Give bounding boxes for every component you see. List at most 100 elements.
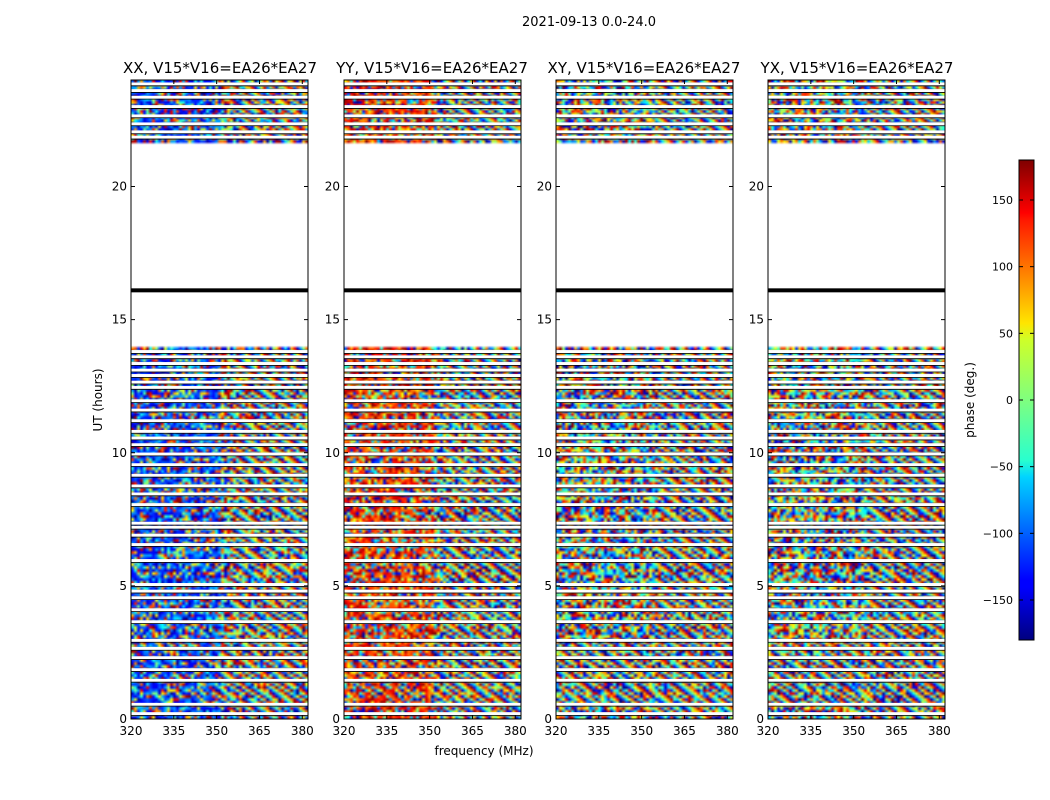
gap-line — [344, 620, 521, 624]
gap-line — [131, 436, 308, 440]
gap-line — [556, 105, 733, 109]
gap-line — [556, 443, 733, 447]
gap-line — [768, 429, 945, 433]
gap-line — [768, 419, 945, 423]
gap-line — [131, 668, 308, 672]
gap-line — [556, 543, 733, 547]
gap-line — [131, 355, 308, 359]
gap-line — [344, 130, 521, 134]
gap-line — [556, 712, 733, 716]
gap-line — [344, 702, 521, 706]
gap-line — [556, 620, 733, 624]
gap-line — [768, 484, 945, 488]
gap-line — [344, 656, 521, 660]
gap-line — [344, 638, 521, 642]
gap-line — [131, 678, 308, 682]
gap-line — [556, 596, 733, 600]
gap-line — [344, 362, 521, 366]
figure-suptitle: 2021-09-13 0.0-24.0 — [522, 15, 656, 30]
gap-line — [768, 463, 945, 467]
gap-line — [344, 678, 521, 682]
gap-line — [131, 114, 308, 118]
gap-line — [768, 443, 945, 447]
gap-line — [556, 533, 733, 537]
gap-line — [131, 463, 308, 467]
gap-line — [131, 82, 308, 86]
gap-line — [344, 95, 521, 99]
x-tick-label: 350 — [205, 724, 228, 738]
colorbar-tick-label: −100 — [983, 527, 1013, 540]
gap-line — [556, 646, 733, 650]
gap-line — [344, 350, 521, 354]
gap-line — [556, 429, 733, 433]
panel-xx: XX, V15*V16=EA26*EA27 320 335 350 365 380 0 5 1… — [112, 59, 317, 738]
gap-line — [131, 521, 308, 525]
gap-line — [131, 105, 308, 109]
y-tick-label: 10 — [749, 446, 764, 460]
gap-line — [556, 559, 733, 563]
gap-line — [344, 355, 521, 359]
gap-line — [131, 380, 308, 384]
gap-line — [556, 386, 733, 390]
gap-line — [768, 678, 945, 682]
gap-line — [556, 484, 733, 488]
gap-line — [556, 122, 733, 126]
gap-line — [556, 608, 733, 612]
gap-line — [344, 122, 521, 126]
axes-frame-xx — [130, 79, 309, 720]
gap-line — [131, 492, 308, 496]
gap-line — [556, 350, 733, 354]
gap-line — [344, 386, 521, 390]
gap-line — [344, 521, 521, 525]
gap-line — [344, 82, 521, 86]
gap-line — [344, 105, 521, 109]
y-tick-label: 15 — [112, 313, 127, 327]
gap-line — [556, 362, 733, 366]
gap-line — [131, 419, 308, 423]
gap-line — [768, 492, 945, 496]
gap-line — [131, 543, 308, 547]
panel-title-xy: XY, V15*V16=EA26*EA27 — [548, 59, 741, 77]
gap-line — [344, 452, 521, 456]
gap-line — [131, 288, 308, 293]
gap-line — [131, 559, 308, 563]
gap-line — [131, 429, 308, 433]
gap-line — [344, 288, 521, 293]
gap-line — [131, 122, 308, 126]
gap-line — [768, 452, 945, 456]
x-tick-label: 380 — [291, 724, 314, 738]
gap-line — [131, 484, 308, 488]
gap-line — [556, 473, 733, 477]
gap-line — [344, 583, 521, 587]
gap-line — [131, 638, 308, 642]
gap-line — [768, 350, 945, 354]
gap-line — [344, 473, 521, 477]
gap-line — [344, 559, 521, 563]
panel-xy: XY, V15*V16=EA26*EA27 320 335 350 365 380 0 5 1… — [537, 59, 741, 738]
gap-line — [131, 130, 308, 134]
y-tick-label: 5 — [756, 579, 764, 593]
gap-line — [768, 122, 945, 126]
y-tick-label: 0 — [544, 712, 552, 726]
y-tick-label: 10 — [537, 446, 552, 460]
y-axis-label: UT (hours) — [91, 368, 105, 431]
x-tick-label: 335 — [587, 724, 610, 738]
y-tick-label: 20 — [325, 180, 340, 194]
gap-line — [344, 646, 521, 650]
gap-line — [768, 408, 945, 412]
gap-line — [131, 95, 308, 99]
y-tick-label: 0 — [332, 712, 340, 726]
y-tick-label: 15 — [537, 313, 552, 327]
gap-line — [768, 559, 945, 563]
gap-line — [131, 368, 308, 372]
gap-line — [768, 668, 945, 672]
gap-line — [131, 362, 308, 366]
gap-line — [768, 656, 945, 660]
panel-yx: YX, V15*V16=EA26*EA27 320 335 350 365 380 0 5 1… — [749, 59, 954, 738]
gap-line — [344, 503, 521, 507]
gap-line — [344, 484, 521, 488]
colorbar-tick-label: −50 — [990, 461, 1013, 474]
colorbar-ticks: −150 −100 −50 0 50 100 150 — [983, 194, 1034, 607]
x-tick-label: 350 — [630, 724, 653, 738]
